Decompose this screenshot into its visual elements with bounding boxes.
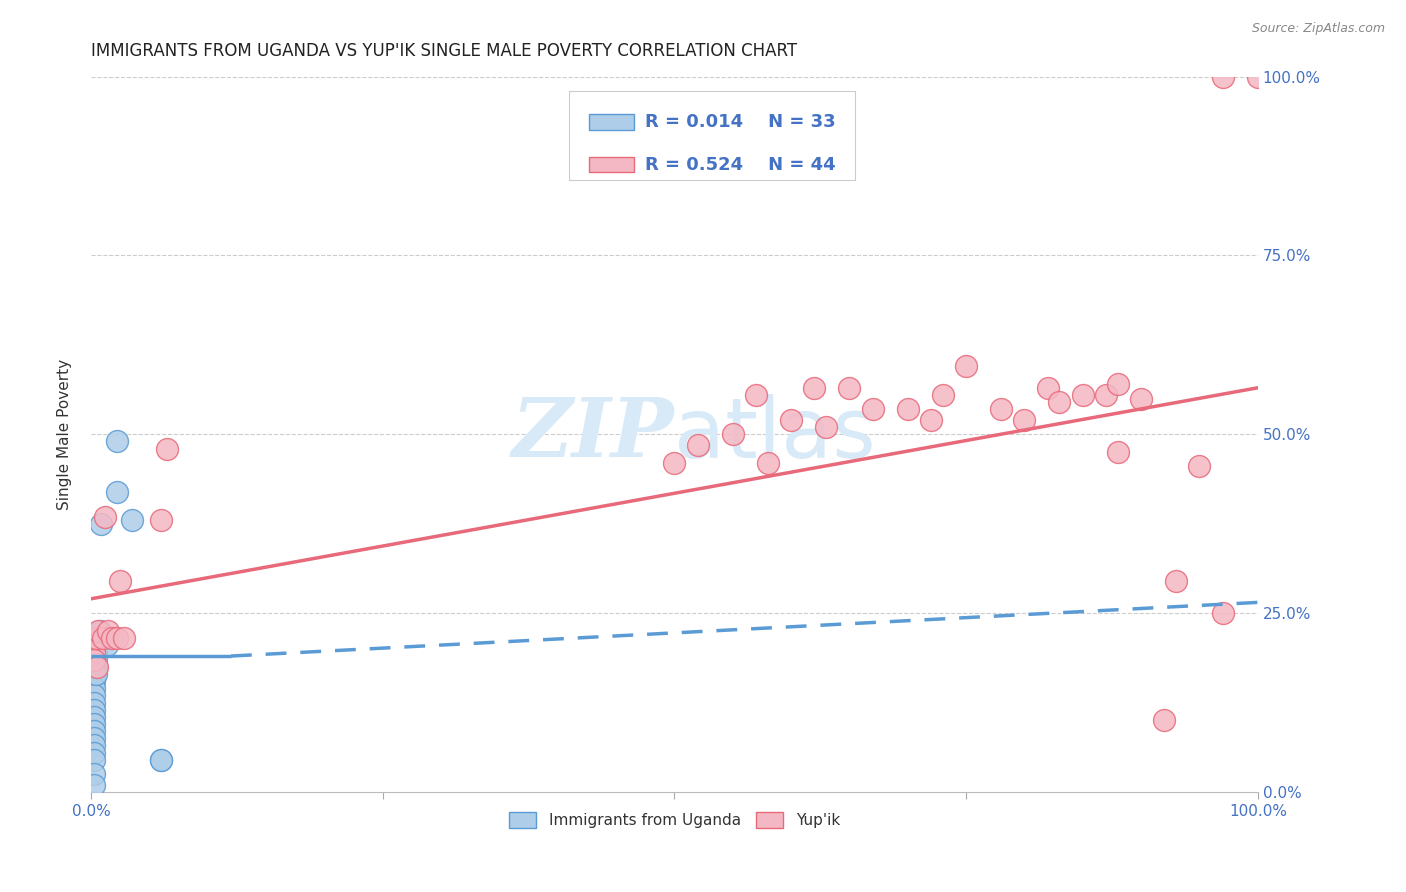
Point	[83, 638, 105, 652]
Point	[1071, 388, 1094, 402]
Point	[1212, 606, 1234, 620]
Point	[83, 778, 105, 792]
Point	[94, 509, 117, 524]
Point	[87, 624, 110, 638]
Point	[83, 767, 105, 781]
Point	[1107, 445, 1129, 459]
Point	[83, 645, 105, 659]
Point	[862, 402, 884, 417]
Point	[1049, 395, 1071, 409]
Point	[108, 574, 131, 588]
Point	[101, 631, 124, 645]
Point	[780, 413, 803, 427]
Point	[803, 381, 825, 395]
Point	[932, 388, 955, 402]
Point	[686, 438, 709, 452]
Point	[83, 739, 105, 753]
Point	[721, 427, 744, 442]
Point	[897, 402, 920, 417]
Point	[149, 753, 172, 767]
Point	[745, 388, 768, 402]
Point	[83, 667, 105, 681]
Point	[83, 724, 105, 739]
Point	[815, 420, 838, 434]
Point	[1095, 388, 1118, 402]
Point	[112, 631, 135, 645]
Point	[84, 660, 107, 674]
Point	[97, 624, 120, 638]
Text: ZIP: ZIP	[512, 394, 675, 475]
Point	[83, 652, 105, 666]
Point	[89, 631, 111, 645]
Point	[83, 689, 105, 703]
Point	[90, 516, 112, 531]
Point	[990, 402, 1012, 417]
Text: IMMIGRANTS FROM UGANDA VS YUP'IK SINGLE MALE POVERTY CORRELATION CHART: IMMIGRANTS FROM UGANDA VS YUP'IK SINGLE …	[91, 42, 797, 60]
Point	[121, 513, 143, 527]
Text: R = 0.014    N = 33: R = 0.014 N = 33	[645, 112, 835, 130]
Point	[838, 381, 860, 395]
Text: Source: ZipAtlas.com: Source: ZipAtlas.com	[1251, 22, 1385, 36]
Point	[1014, 413, 1036, 427]
Legend: Immigrants from Uganda, Yup'ik: Immigrants from Uganda, Yup'ik	[503, 806, 846, 834]
Point	[83, 681, 105, 696]
Point	[83, 645, 105, 659]
Point	[955, 359, 977, 374]
Point	[105, 631, 128, 645]
Point	[83, 710, 105, 724]
Text: R = 0.524    N = 44: R = 0.524 N = 44	[645, 155, 835, 174]
Point	[94, 631, 117, 645]
Point	[664, 456, 686, 470]
Point	[84, 667, 107, 681]
Point	[83, 660, 105, 674]
Point	[86, 660, 108, 674]
Point	[83, 674, 105, 689]
Point	[920, 413, 942, 427]
Point	[83, 717, 105, 731]
Point	[83, 696, 105, 710]
Point	[84, 645, 107, 659]
Point	[105, 484, 128, 499]
Point	[83, 753, 105, 767]
Bar	[589, 157, 634, 172]
Point	[83, 746, 105, 760]
Point	[1212, 70, 1234, 84]
Point	[84, 631, 107, 645]
Point	[149, 513, 172, 527]
Point	[96, 638, 118, 652]
Point	[83, 731, 105, 746]
Point	[84, 638, 107, 652]
Point	[83, 652, 105, 666]
Point	[1247, 70, 1270, 84]
Point	[1166, 574, 1188, 588]
Point	[756, 456, 779, 470]
Point	[1188, 459, 1211, 474]
Y-axis label: Single Male Poverty: Single Male Poverty	[58, 359, 72, 510]
Point	[1130, 392, 1153, 406]
Point	[1153, 714, 1175, 728]
Bar	[589, 114, 634, 129]
Point	[89, 624, 111, 638]
Point	[84, 652, 107, 666]
Point	[1036, 381, 1059, 395]
Text: atlas: atlas	[675, 393, 876, 475]
FancyBboxPatch shape	[569, 91, 855, 180]
Point	[91, 631, 114, 645]
Point	[149, 753, 172, 767]
Point	[156, 442, 179, 456]
Point	[105, 434, 128, 449]
Point	[83, 703, 105, 717]
Point	[1107, 377, 1129, 392]
